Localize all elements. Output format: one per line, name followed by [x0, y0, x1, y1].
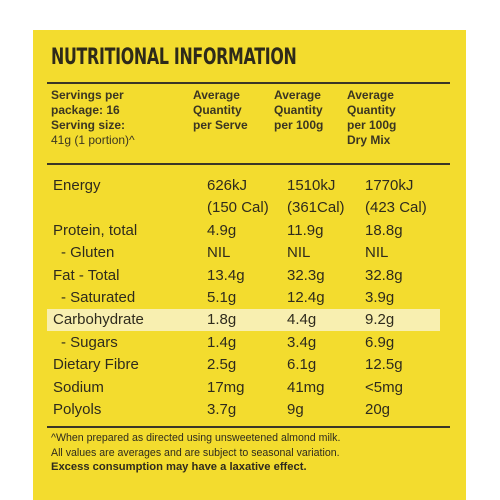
column-header-text: per 100g [274, 118, 324, 132]
value-per-100g: 6.1g [287, 356, 317, 373]
value-per-serve: NIL [207, 244, 231, 261]
column-header-text: Average [274, 88, 321, 102]
header-divider [47, 163, 450, 165]
table-row: Carbohydrate 1.8g 4.4g 9.2g [51, 309, 431, 331]
footnote-divider [47, 426, 450, 428]
table-row: (150 Cal) (361Cal) (423 Cal) [51, 197, 431, 219]
value-dry-mix: 20g [365, 401, 391, 418]
label-title: NUTRITIONAL INFORMATION [51, 45, 297, 70]
value-per-100g: 12.4g [287, 289, 325, 306]
value-dry-mix: NIL [365, 244, 389, 261]
value-per-100g: 1510kJ [287, 177, 336, 194]
value-per-serve: 13.4g [207, 267, 245, 284]
carbohydrate-highlight [47, 309, 440, 331]
value-per-serve: 2.5g [207, 356, 237, 373]
column-header-text: Dry Mix [347, 133, 391, 147]
footnote-line-2: All values are averages and are subject … [51, 446, 340, 459]
column-header-text: Quantity [274, 103, 323, 117]
nutrient-name: Polyols [53, 401, 102, 418]
value-dry-mix: 6.9g [365, 334, 395, 351]
value-dry-mix: 1770kJ [365, 177, 414, 194]
laxative-warning: Excess consumption may have a laxative e… [51, 461, 307, 473]
value-per-serve: 3.7g [207, 401, 237, 418]
value-per-serve: (150 Cal) [207, 199, 269, 216]
table-row: Polyols 3.7g 9g 20g [51, 399, 431, 421]
nutrient-name: - Sugars [61, 334, 118, 351]
title-divider [47, 82, 450, 84]
value-per-100g: NIL [287, 244, 311, 261]
table-row: - Sugars 1.4g 3.4g 6.9g [51, 332, 431, 354]
value-per-100g: 3.4g [287, 334, 317, 351]
nutrient-name: Energy [53, 177, 101, 194]
value-per-100g: 11.9g [287, 222, 324, 239]
value-per-serve: 1.8g [207, 311, 237, 328]
serving-size-line-2: 41g (1 portion)^ [51, 133, 135, 147]
column-header-text: per 100g [347, 118, 397, 132]
column-header-per-serve: Average Quantity per Serve [193, 88, 273, 133]
nutrient-name: Sodium [53, 379, 104, 396]
value-per-100g: 41mg [287, 379, 325, 396]
value-per-100g: 9g [287, 401, 304, 418]
table-row: - Saturated 5.1g 12.4g 3.9g [51, 287, 431, 309]
table-row: Energy 626kJ 1510kJ 1770kJ [51, 175, 431, 197]
value-dry-mix: 3.9g [365, 289, 395, 306]
footnote-line-1: ^When prepared as directed using unsweet… [51, 432, 341, 444]
column-header-text: Quantity [193, 103, 242, 117]
column-header-text: per Serve [193, 118, 248, 132]
servings-line-1: Servings per [51, 88, 124, 102]
column-header-per-100g: Average Quantity per 100g [274, 88, 349, 133]
column-header-text: Average [193, 88, 240, 102]
value-per-serve: 17mg [207, 379, 245, 396]
servings-info: Servings per package: 16 Serving size: 4… [51, 88, 211, 148]
nutrient-name: Fat - Total [53, 267, 120, 284]
value-dry-mix: <5mg [365, 379, 403, 396]
value-dry-mix: 18.8g [365, 222, 403, 239]
column-header-text: Average [347, 88, 394, 102]
value-per-100g: 4.4g [287, 311, 317, 328]
nutrient-name: Dietary Fibre [53, 356, 139, 373]
value-per-100g: (361Cal) [287, 199, 345, 216]
table-row: Protein, total 4.9g 11.9g 18.8g [51, 220, 431, 242]
table-row: Fat - Total 13.4g 32.3g 32.8g [51, 265, 431, 287]
table-row: Sodium 17mg 41mg <5mg [51, 377, 431, 399]
nutrient-name: - Gluten [61, 244, 115, 261]
nutrient-name: - Saturated [61, 289, 136, 306]
column-header-per-100g-dry-mix: Average Quantity per 100g Dry Mix [347, 88, 427, 148]
value-dry-mix: 12.5g [365, 356, 403, 373]
servings-line-2: package: 16 [51, 103, 120, 117]
value-per-serve: 626kJ [207, 177, 248, 194]
value-dry-mix: 32.8g [365, 267, 403, 284]
value-dry-mix: (423 Cal) [365, 199, 427, 216]
serving-size-line-1: Serving size: [51, 118, 126, 132]
value-per-serve: 1.4g [207, 334, 237, 351]
footnote: ^When prepared as directed using unsweet… [51, 431, 456, 475]
table-row: Dietary Fibre 2.5g 6.1g 12.5g [51, 354, 431, 376]
nutrient-name: Protein, total [53, 222, 138, 239]
table-row: - Gluten NIL NIL NIL [51, 242, 431, 264]
value-per-serve: 5.1g [207, 289, 237, 306]
value-dry-mix: 9.2g [365, 311, 395, 328]
nutrient-name: Carbohydrate [53, 311, 144, 328]
value-per-serve: 4.9g [207, 222, 237, 239]
column-header-text: Quantity [347, 103, 396, 117]
nutrition-label: NUTRITIONAL INFORMATION Servings per pac… [33, 30, 466, 500]
value-per-100g: 32.3g [287, 267, 325, 284]
